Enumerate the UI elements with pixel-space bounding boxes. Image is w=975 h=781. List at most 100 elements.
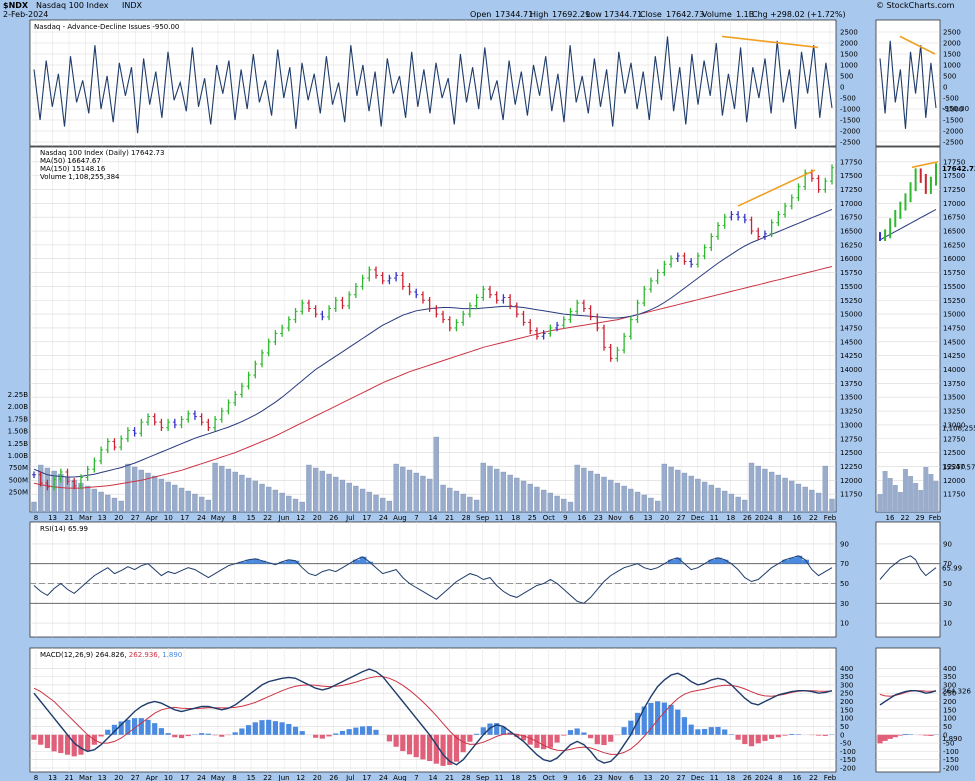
price-zoom-tick-label: 13250 bbox=[943, 408, 965, 416]
macd-histogram-bar bbox=[205, 733, 211, 735]
macd-histogram-bar bbox=[292, 726, 299, 735]
macd-line bbox=[33, 668, 833, 766]
volume-tick-label: 1.00B bbox=[8, 452, 29, 460]
x-axis-label-bottom: 20 bbox=[660, 774, 669, 781]
macd-histogram-bar bbox=[420, 734, 426, 760]
macd-histogram-bar bbox=[715, 726, 721, 735]
volume-bar bbox=[802, 486, 808, 513]
breadth-zoom-tick-label: 1500 bbox=[943, 51, 961, 59]
macd-histogram-bar bbox=[467, 734, 473, 742]
macd-histogram-bar bbox=[199, 733, 205, 735]
price-tick-label: 13250 bbox=[840, 408, 862, 416]
breadth-tick-label: -1000 bbox=[840, 106, 860, 114]
x-axis-label: 21 bbox=[445, 514, 454, 522]
rsi-tick-label: 90 bbox=[840, 540, 849, 548]
volume-bar bbox=[581, 467, 587, 513]
volume-bar bbox=[473, 499, 480, 513]
rsi-tick-label: 50 bbox=[840, 580, 849, 588]
volume-bar bbox=[400, 466, 406, 513]
macd-histogram-bar bbox=[608, 734, 614, 742]
x-axis-label-bottom: 27 bbox=[131, 774, 140, 781]
close-value: 17642.73 bbox=[666, 10, 704, 19]
x-axis-label-bottom: 21 bbox=[65, 774, 74, 781]
price-zoom-tick-label: 11750 bbox=[943, 491, 965, 499]
zoom-x-axis-label: 22 bbox=[901, 514, 910, 522]
macd-histogram-bar bbox=[547, 734, 553, 748]
macd-tick-label: 250 bbox=[840, 690, 853, 698]
macd-tick-label: 50 bbox=[840, 723, 849, 731]
volume-bar bbox=[346, 482, 352, 513]
price-tick-label: 12500 bbox=[840, 449, 862, 457]
x-axis-label-bottom: Aug bbox=[393, 774, 407, 781]
x-axis-label-bottom: 12 bbox=[296, 774, 305, 781]
macd-histogram-bar bbox=[742, 734, 748, 745]
x-axis-label-bottom: 13 bbox=[644, 774, 653, 781]
volume-tick-label: 2.25B bbox=[8, 391, 29, 399]
x-axis-label: 8 bbox=[232, 514, 236, 522]
volume-bar bbox=[252, 480, 258, 513]
breadth-zoom-tick-label: 2500 bbox=[943, 29, 961, 37]
volume-bar bbox=[675, 469, 681, 513]
macd-tick-label: 200 bbox=[840, 698, 853, 706]
x-axis-label-bottom: 24 bbox=[379, 774, 388, 781]
price-tick-label: 17250 bbox=[840, 186, 862, 194]
breadth-title: Nasdaq - Advance-Decline Issues -950.00 bbox=[34, 23, 179, 31]
volume-bar bbox=[353, 485, 359, 513]
macd-histogram-bar bbox=[78, 734, 84, 755]
macd-zoom-tick-label: 200 bbox=[943, 698, 956, 706]
volume-bar bbox=[373, 494, 379, 513]
high-value: 17692.29 bbox=[552, 10, 590, 19]
macd-tick-label: 350 bbox=[840, 673, 853, 681]
volume-tick-label: 750M bbox=[9, 464, 28, 472]
macd-zoom-tick-label: -200 bbox=[943, 765, 959, 773]
volume-bar bbox=[467, 496, 473, 513]
volume-tick-label: 2.00B bbox=[8, 403, 29, 411]
macd-histogram-bar bbox=[51, 734, 57, 752]
zoom-panel-price bbox=[875, 146, 941, 513]
macd-histogram-bar bbox=[675, 709, 681, 735]
volume-bar bbox=[312, 467, 319, 513]
rsi-overbought-fill bbox=[285, 559, 293, 564]
price-tick-label: 13000 bbox=[840, 421, 862, 429]
price-zoom-trendline bbox=[911, 160, 939, 169]
ma50-legend: MA(50) 16647.67 bbox=[40, 157, 101, 165]
x-axis-label-bottom: 21 bbox=[445, 774, 454, 781]
macd-tick-label: -100 bbox=[840, 748, 856, 756]
macd-histogram-bar bbox=[641, 706, 647, 735]
breadth-zoom-line bbox=[879, 40, 937, 129]
x-axis-label-bottom: 8 bbox=[232, 774, 236, 781]
breadth-tick-label: -500 bbox=[840, 95, 856, 103]
x-axis-label-bottom: 14 bbox=[429, 774, 438, 781]
volume-bar bbox=[574, 464, 580, 513]
x-axis-label: 24 bbox=[379, 514, 388, 522]
macd-tick-label: 150 bbox=[840, 706, 853, 714]
x-axis-label: 10 bbox=[164, 514, 173, 522]
x-axis-label: 18 bbox=[511, 514, 520, 522]
macd-histogram-bar bbox=[789, 733, 795, 735]
macd-zoom-tick-label: -50 bbox=[943, 740, 954, 748]
x-axis-label: 7 bbox=[414, 514, 418, 522]
x-axis-label-bottom: 22 bbox=[263, 774, 272, 781]
price-zoom-tick-label: 14500 bbox=[943, 338, 965, 346]
x-axis-label-bottom: 23 bbox=[594, 774, 603, 781]
rsi-overbought-fill bbox=[259, 560, 266, 564]
macd-histogram-bar bbox=[152, 723, 158, 735]
x-axis-label-bottom: 2024 bbox=[755, 774, 773, 781]
x-axis-label: Feb bbox=[824, 514, 837, 522]
macd-histogram-bar bbox=[494, 723, 500, 735]
price-tick-label: 16750 bbox=[840, 214, 862, 222]
macd-tick-label: -50 bbox=[840, 740, 851, 748]
macd-histogram-bar bbox=[554, 734, 560, 743]
macd-last-value: 264.326 bbox=[942, 688, 971, 696]
macd-zoom-tick-label: 350 bbox=[943, 673, 956, 681]
zoom-volume-bar bbox=[908, 476, 914, 512]
rsi-title: RSI(14) 65.99 bbox=[40, 525, 88, 533]
volume-bar bbox=[594, 473, 600, 513]
rsi-overbought-fill bbox=[715, 557, 722, 564]
breadth-zoom-tick-label: 1000 bbox=[943, 62, 961, 70]
macd-zoom-histogram-bar bbox=[923, 734, 929, 736]
volume-bar bbox=[111, 497, 118, 513]
rsi-overbought-fill bbox=[359, 556, 367, 564]
